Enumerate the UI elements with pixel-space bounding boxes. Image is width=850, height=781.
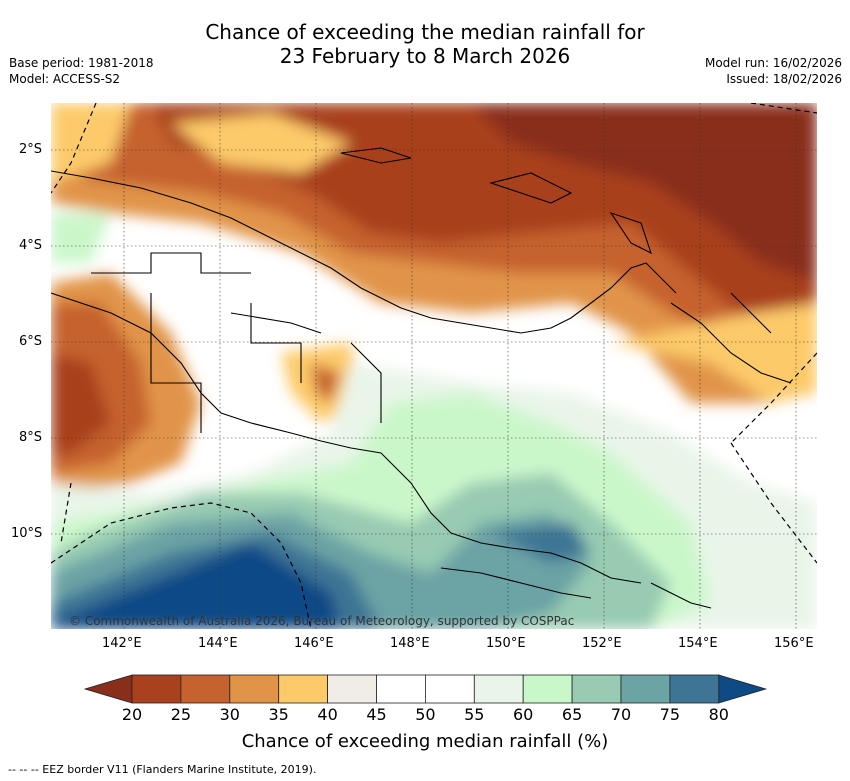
lat-label-10s: 10°S [11, 526, 43, 541]
colorbar [83, 674, 768, 704]
colorbar-tick-label: 80 [708, 705, 729, 724]
copyright-text: © Commonwealth of Australia 2026, Bureau… [69, 614, 574, 628]
colorbar-segment [473, 674, 524, 704]
eez-borders [51, 103, 817, 629]
lon-label-146e: 146°E [294, 636, 334, 651]
chart-title-line2: 23 February to 8 March 2026 [279, 44, 571, 68]
model-run-label: Model run: 16/02/2026 [704, 56, 842, 70]
colorbar-segment [180, 674, 231, 704]
colorbar-segment [620, 674, 671, 704]
colorbar-tick-label: 70 [610, 705, 632, 724]
colorbar-tick-label: 45 [366, 705, 387, 724]
colorbar-segment [669, 674, 720, 704]
colorbar-tick-label: 50 [415, 705, 436, 724]
colorbar-segment [571, 674, 622, 704]
chart-title-line1: Chance of exceeding the median rainfall … [205, 20, 645, 44]
colorbar-segment [376, 674, 426, 704]
colorbar-tick-label: 20 [121, 705, 143, 724]
colorbar-over-arrow [718, 674, 768, 704]
colorbar-segment [278, 674, 328, 704]
coastlines [51, 147, 792, 609]
lon-label-154e: 154°E [678, 636, 718, 651]
colorbar-tick-label: 75 [659, 705, 681, 724]
colorbar-under-arrow [83, 674, 133, 704]
colorbar-tick-label: 65 [561, 705, 583, 724]
lon-label-156e: 156°E [774, 636, 814, 651]
colorbar-segment [229, 674, 280, 704]
colorbar-tick-label: 30 [219, 705, 240, 724]
eez-footnote: -- -- -- EEZ border V11 (Flanders Marine… [8, 763, 317, 776]
lon-label-148e: 148°E [390, 636, 430, 651]
issued-label: Issued: 18/02/2026 [726, 72, 842, 86]
colorbar-ticks: 20 25 30 35 40 45 50 55 60 65 70 75 80 [0, 705, 850, 727]
rainfall-map: © Commonwealth of Australia 2026, Bureau… [51, 103, 817, 629]
colorbar-segment [424, 674, 475, 704]
colorbar-segment [131, 674, 182, 704]
lat-label-2s: 2°S [19, 142, 43, 157]
colorbar-tick-label: 25 [170, 705, 192, 724]
lon-label-152e: 152°E [582, 636, 622, 651]
base-period-label: Base period: 1981-2018 [9, 56, 154, 70]
lon-label-150e: 150°E [486, 636, 526, 651]
colorbar-tick-label: 55 [464, 705, 485, 724]
model-label: Model: ACCESS-S2 [9, 72, 121, 86]
colorbar-tick-label: 60 [513, 705, 534, 724]
colorbar-tick-label: 35 [268, 705, 289, 724]
lat-label-4s: 4°S [19, 238, 43, 253]
lon-label-142e: 142°E [102, 636, 142, 651]
lat-label-6s: 6°S [19, 334, 43, 349]
colorbar-label: Chance of exceeding median rainfall (%) [241, 731, 609, 752]
colorbar-segment [327, 674, 377, 704]
colorbar-tick-label: 40 [317, 705, 338, 724]
lat-label-8s: 8°S [19, 430, 43, 445]
colorbar-segment [522, 674, 573, 704]
lon-label-144e: 144°E [198, 636, 238, 651]
